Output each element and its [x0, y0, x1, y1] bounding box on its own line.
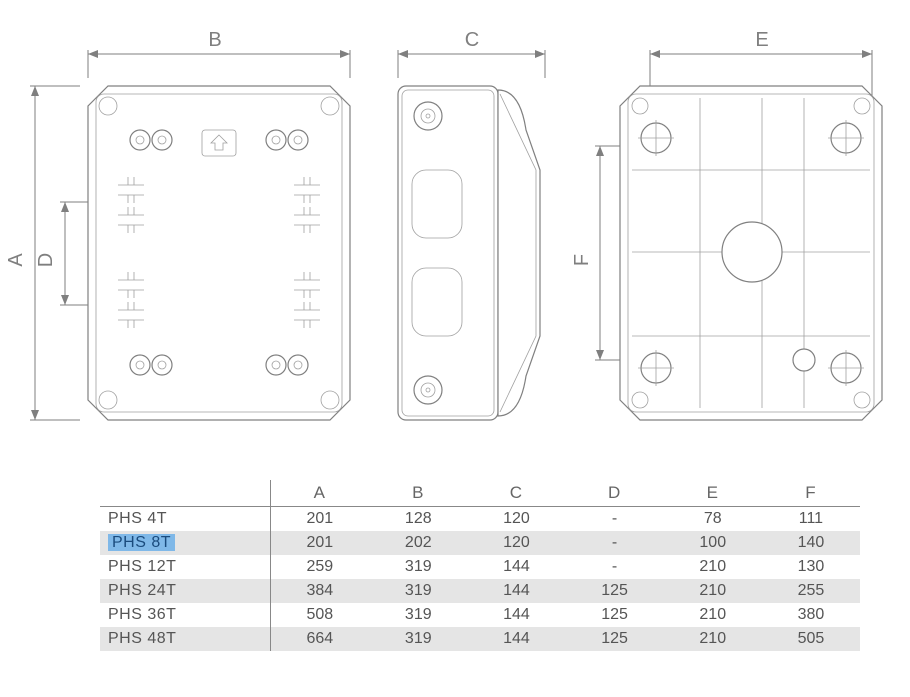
col-header-F: F	[762, 480, 860, 507]
row-name: PHS 48T	[100, 627, 270, 651]
cell: 380	[762, 603, 860, 627]
cell: 505	[762, 627, 860, 651]
front-enclosure	[88, 86, 350, 420]
cell: 210	[664, 603, 762, 627]
cell: 508	[270, 603, 369, 627]
dim-label-d: D	[35, 253, 57, 267]
cell: 120	[467, 531, 565, 555]
side-view: C	[398, 29, 545, 420]
dimension-c: C	[398, 29, 545, 78]
table-row: PHS 8T201202120-100140	[100, 531, 860, 555]
row-name: PHS 4T	[100, 507, 270, 532]
dim-label-a: A	[5, 253, 27, 267]
cell: 255	[762, 579, 860, 603]
cell: 319	[369, 579, 467, 603]
row-name: PHS 24T	[100, 579, 270, 603]
cell: 210	[664, 627, 762, 651]
col-header-D: D	[566, 480, 664, 507]
cell: 144	[467, 579, 565, 603]
cell: 144	[467, 555, 565, 579]
cell: -	[566, 507, 664, 532]
col-name-header	[100, 480, 270, 507]
col-header-A: A	[270, 480, 369, 507]
cell: 201	[270, 531, 369, 555]
cell: 125	[566, 603, 664, 627]
cell: 111	[762, 507, 860, 532]
row-name: PHS 12T	[100, 555, 270, 579]
table-row: PHS 4T201128120-78111	[100, 507, 860, 532]
rear-enclosure	[620, 86, 882, 420]
cell: 202	[369, 531, 467, 555]
cell: 319	[369, 627, 467, 651]
rear-view: E F	[571, 29, 882, 420]
row-name: PHS 36T	[100, 603, 270, 627]
table-row: PHS 12T259319144-210130	[100, 555, 860, 579]
cell: 384	[270, 579, 369, 603]
col-header-B: B	[369, 480, 467, 507]
cell: 319	[369, 603, 467, 627]
cell: -	[566, 531, 664, 555]
cell: 125	[566, 579, 664, 603]
table-row: PHS 24T384319144125210255	[100, 579, 860, 603]
cell: 128	[369, 507, 467, 532]
cell: 664	[270, 627, 369, 651]
dim-label-e: E	[755, 29, 768, 51]
cell: 140	[762, 531, 860, 555]
cell: 144	[467, 603, 565, 627]
table-row: PHS 36T508319144125210380	[100, 603, 860, 627]
cell: 130	[762, 555, 860, 579]
row-name: PHS 8T	[100, 531, 270, 555]
col-header-E: E	[664, 480, 762, 507]
col-header-C: C	[467, 480, 565, 507]
side-enclosure	[398, 86, 540, 420]
table-row: PHS 48T664319144125210505	[100, 627, 860, 651]
technical-drawing-area: B A D	[0, 0, 910, 430]
cell: 125	[566, 627, 664, 651]
cell: 259	[270, 555, 369, 579]
dimension-b: B	[88, 29, 350, 78]
cell: 319	[369, 555, 467, 579]
cell: 78	[664, 507, 762, 532]
cell: -	[566, 555, 664, 579]
cell: 120	[467, 507, 565, 532]
cell: 144	[467, 627, 565, 651]
dim-label-c: C	[465, 29, 479, 51]
drawing-svg: B A D	[0, 20, 910, 450]
table: ABCDEF PHS 4T201128120-78111PHS 8T201202…	[100, 480, 860, 651]
cell: 201	[270, 507, 369, 532]
dim-label-f: F	[571, 254, 593, 266]
front-view: B A D	[5, 29, 350, 420]
cell: 210	[664, 579, 762, 603]
cell: 100	[664, 531, 762, 555]
dim-label-b: B	[208, 29, 221, 51]
dimensions-table: ABCDEF PHS 4T201128120-78111PHS 8T201202…	[100, 480, 860, 651]
cell: 210	[664, 555, 762, 579]
